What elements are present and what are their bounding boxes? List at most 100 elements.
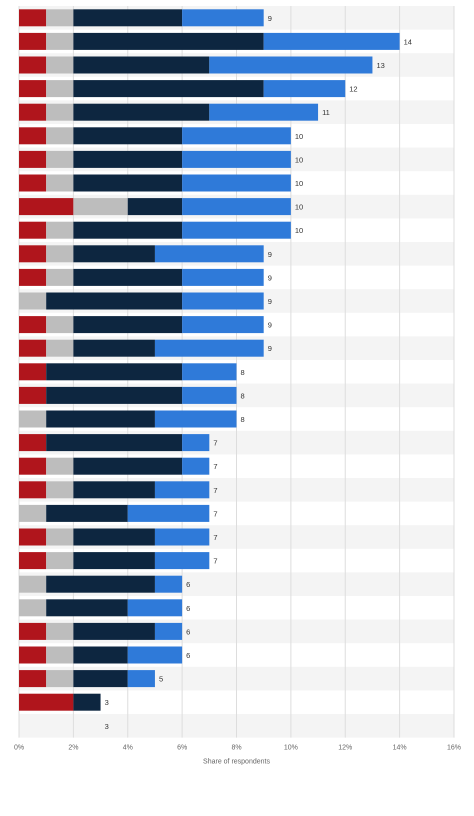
bar-segment-4 [182, 174, 291, 192]
bar-segment-2 [73, 198, 128, 216]
bar-segment-3 [73, 693, 101, 711]
bar-segment-2 [46, 481, 74, 499]
bar-segment-3 [73, 127, 183, 145]
bar-segment-3 [73, 622, 155, 640]
bar-segment-3 [46, 504, 128, 522]
bar-segment-4 [154, 552, 210, 570]
bar-segment-3 [73, 457, 183, 475]
bar-segment-2 [19, 292, 47, 310]
data-label: 14 [404, 37, 412, 46]
bar-segment-2 [46, 127, 74, 145]
bar-segment-1 [19, 56, 47, 74]
bar-segment-1 [19, 150, 47, 168]
bar-segment-4 [182, 316, 264, 334]
bar-segment-4 [209, 56, 373, 74]
bar-segment-4 [154, 339, 264, 357]
bar-segment-4 [263, 80, 346, 98]
bar-segment-2 [46, 622, 74, 640]
bar-segment-2 [46, 221, 74, 239]
bar-segment-2 [19, 575, 47, 593]
bar-segment-4 [127, 599, 183, 617]
data-label: 11 [322, 108, 330, 117]
bar-segment-4 [182, 198, 291, 216]
bar-segment-4 [182, 268, 264, 286]
bar-segment-1 [19, 174, 47, 192]
bars [19, 9, 400, 711]
bar-segment-3 [73, 552, 155, 570]
x-axis-title: Share of respondents [203, 759, 270, 766]
bar-segment-4 [127, 504, 210, 522]
data-label: 7 [213, 486, 217, 495]
x-tick-label: 12% [338, 745, 352, 752]
bar-segment-1 [19, 245, 47, 263]
bar-segment-4 [182, 221, 291, 239]
bar-segment-1 [19, 622, 47, 640]
data-label: 8 [241, 368, 245, 377]
data-label: 9 [268, 250, 272, 259]
bar-segment-2 [46, 457, 74, 475]
bar-segment-2 [46, 174, 74, 192]
bar-segment-4 [209, 103, 319, 121]
bar-segment-3 [73, 646, 128, 664]
bar-segment-1 [19, 103, 47, 121]
bar-segment-2 [46, 646, 74, 664]
data-label: 10 [295, 155, 303, 164]
bar-segment-1 [19, 363, 47, 381]
data-label: 9 [268, 273, 272, 282]
x-axis-ticks: 0% 2% 4% 6% 8% 10% 12% 14% 16% [14, 745, 461, 752]
data-label: 5 [159, 675, 163, 684]
bar-segment-1 [19, 316, 47, 334]
bar-segment-4 [154, 575, 183, 593]
bar-segment-2 [46, 103, 74, 121]
bar-segment-2 [46, 150, 74, 168]
bar-segment-1 [19, 80, 47, 98]
bar-segment-3 [73, 221, 183, 239]
bar-segment-1 [19, 268, 47, 286]
bar-segment-2 [46, 32, 74, 50]
bar-segment-1 [19, 339, 47, 357]
bar-segment-2 [46, 552, 74, 570]
data-label: 7 [213, 439, 217, 448]
bar-segment-3 [73, 481, 155, 499]
data-label: 6 [186, 580, 190, 589]
data-label: 10 [295, 179, 303, 188]
x-tick-label: 6% [177, 745, 187, 752]
bar-segment-2 [19, 410, 47, 428]
bar-segment-1 [19, 434, 47, 452]
bar-segment-1 [19, 457, 47, 475]
bar-segment-3 [73, 56, 210, 74]
x-tick-label: 8% [231, 745, 241, 752]
data-label: 9 [268, 297, 272, 306]
bar-segment-4 [127, 646, 183, 664]
bar-segment-4 [154, 528, 210, 546]
data-label: 8 [241, 391, 245, 400]
bar-segment-1 [19, 221, 47, 239]
bar-segment-3 [73, 150, 183, 168]
data-label: 9 [268, 14, 272, 23]
bar-segment-2 [46, 268, 74, 286]
bar-segment-1 [19, 552, 47, 570]
bar-segment-2 [19, 504, 47, 522]
data-labels: 9 14 13 12 11 10 10 10 10 10 9 9 9 9 9 8 8 8 7 7 7 7 7 7 6 6 6 6 5 3 3 [105, 14, 412, 731]
bar-segment-4 [182, 127, 291, 145]
bar-segment-1 [19, 646, 47, 664]
bar-segment-3 [73, 80, 264, 98]
bar-segment-4 [182, 363, 237, 381]
bar-segment-3 [73, 245, 155, 263]
bar-segment-4 [182, 150, 291, 168]
bar-segment-1 [19, 127, 47, 145]
bar-segment-3 [46, 363, 183, 381]
data-label: 6 [186, 604, 190, 613]
data-label: 3 [105, 698, 109, 707]
data-label: 9 [268, 321, 272, 330]
bar-segment-2 [46, 670, 74, 688]
bar-segment-1 [19, 693, 74, 711]
bar-segment-2 [46, 245, 74, 263]
bar-segment-4 [154, 410, 237, 428]
bar-segment-3 [73, 103, 210, 121]
bar-segment-4 [182, 9, 264, 27]
bar-segment-2 [19, 599, 47, 617]
bar-segment-3 [73, 670, 128, 688]
data-label: 7 [213, 509, 217, 518]
